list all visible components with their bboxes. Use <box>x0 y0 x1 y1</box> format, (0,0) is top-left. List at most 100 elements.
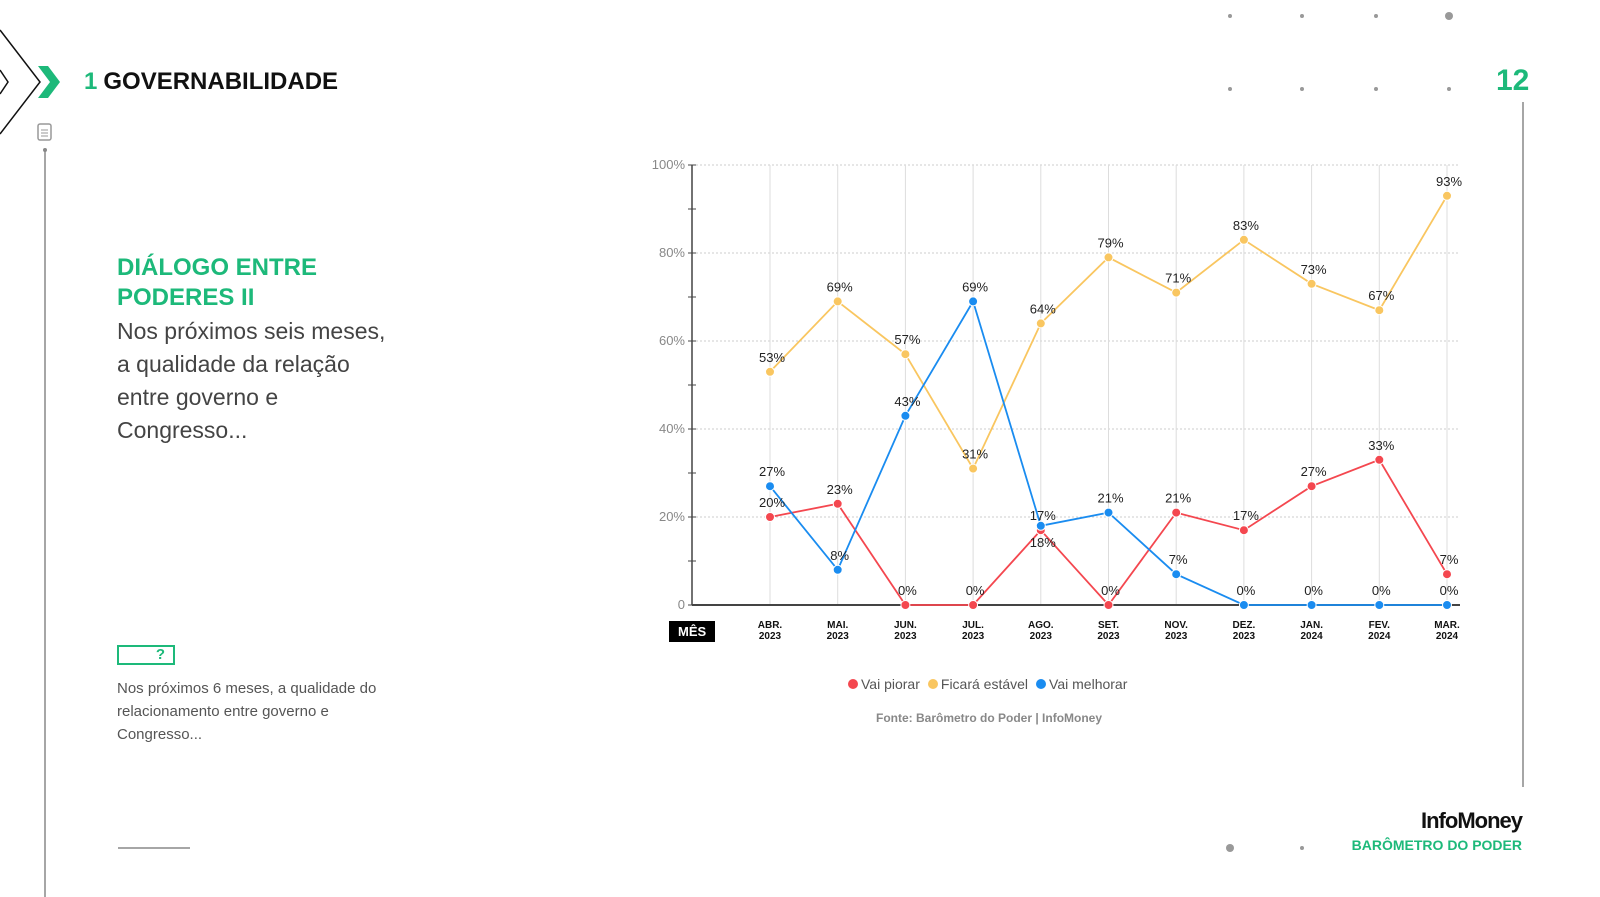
data-point <box>1103 507 1114 518</box>
legend-item: Vai melhorar <box>1049 676 1128 692</box>
data-label: 21% <box>1097 491 1123 506</box>
x-tick-label: JAN. <box>1300 620 1323 631</box>
x-tick-label: 2023 <box>1233 631 1256 642</box>
data-label: 8% <box>830 548 849 563</box>
data-label: 0% <box>898 583 917 598</box>
data-label: 73% <box>1301 262 1327 277</box>
data-point <box>968 463 979 474</box>
legend-dot <box>848 679 858 689</box>
data-label: 0% <box>1304 583 1323 598</box>
data-label: 27% <box>1301 464 1327 479</box>
section-name: GOVERNABILIDADE <box>103 68 339 95</box>
y-tick-label: 100% <box>652 157 686 172</box>
data-point <box>968 600 979 610</box>
data-label: 69% <box>962 279 988 294</box>
document-icon <box>37 123 52 141</box>
legend-dot <box>1036 679 1047 689</box>
data-label: 71% <box>1165 271 1191 286</box>
data-point <box>1103 252 1114 263</box>
data-point <box>1306 481 1317 492</box>
data-label: 67% <box>1368 288 1394 303</box>
data-point <box>968 296 979 307</box>
data-point <box>900 349 911 360</box>
data-label: 0% <box>1237 583 1256 598</box>
x-tick-label: JUL. <box>962 620 984 631</box>
data-point <box>1171 287 1182 298</box>
legend-item: Vai piorar <box>861 676 920 692</box>
x-axis-label: MÊS <box>669 621 716 642</box>
section-title: 1 GOVERNABILIDADE <box>84 68 338 96</box>
data-point <box>832 296 843 307</box>
data-point <box>900 410 911 421</box>
data-point <box>1238 525 1249 536</box>
x-tick-label: 2023 <box>759 631 782 642</box>
x-tick-label: 2023 <box>894 631 917 642</box>
x-tick-label: 2023 <box>1165 631 1188 642</box>
data-point <box>900 600 911 610</box>
data-point <box>1374 454 1385 465</box>
data-point <box>1442 569 1452 580</box>
data-label: 18% <box>1030 535 1056 550</box>
data-point <box>1442 600 1452 610</box>
data-label: 93% <box>1436 174 1462 189</box>
question-note-icon: ? <box>117 645 175 665</box>
note-text: Nos próximos 6 meses, a qualidade do rel… <box>117 680 377 743</box>
x-tick-label: MAR. <box>1434 620 1460 631</box>
x-tick-label: 2023 <box>827 631 850 642</box>
data-label: 0% <box>1372 583 1391 598</box>
data-point <box>1374 600 1385 610</box>
data-label: 7% <box>1440 552 1459 567</box>
data-label: 57% <box>894 332 920 347</box>
data-label: 27% <box>759 464 785 479</box>
data-label: 83% <box>1233 218 1259 233</box>
x-tick-label: FEV. <box>1369 620 1391 631</box>
legend-item: Ficará estável <box>940 676 1029 692</box>
data-label: 43% <box>894 394 920 409</box>
data-label: 33% <box>1368 438 1394 453</box>
legend-dot <box>927 679 938 689</box>
data-label: 53% <box>759 350 785 365</box>
data-label: 23% <box>827 482 853 497</box>
data-label: 7% <box>1169 552 1188 567</box>
data-point <box>1035 520 1046 531</box>
data-point <box>1171 569 1182 580</box>
x-tick-label: 2024 <box>1300 631 1323 642</box>
y-tick-label: 20% <box>659 509 685 524</box>
x-tick-label: ABR. <box>758 620 783 631</box>
data-point <box>1238 600 1249 610</box>
data-label: 20% <box>759 495 785 510</box>
question-text: Nos próximos seis meses, a qualidade da … <box>117 318 386 443</box>
infomoney-logo: InfoMoney <box>1421 808 1523 833</box>
data-point <box>765 481 775 492</box>
data-label: 31% <box>962 447 988 462</box>
x-tick-label: JUN. <box>894 620 917 631</box>
data-label: 79% <box>1097 235 1123 250</box>
data-label: 64% <box>1030 301 1056 316</box>
y-tick-label: 80% <box>659 245 685 260</box>
x-tick-label: DEZ. <box>1233 620 1256 631</box>
x-tick-label: 2023 <box>962 631 985 642</box>
data-label: 0% <box>1440 583 1459 598</box>
data-label: 69% <box>827 279 853 294</box>
x-tick-label: AGO. <box>1028 620 1054 631</box>
data-point <box>1103 600 1114 610</box>
data-point <box>832 564 843 575</box>
chart-heading: DIÁLOGO ENTRE PODERES II <box>117 254 318 311</box>
data-label: 17% <box>1233 508 1259 523</box>
data-point <box>1035 318 1046 329</box>
y-tick-label: 60% <box>659 333 685 348</box>
data-point <box>765 512 775 522</box>
x-tick-label: NOV. <box>1164 620 1188 631</box>
data-label: 0% <box>966 583 985 598</box>
data-point <box>765 366 775 377</box>
line-chart: 020%40%60%80%100%ABR.2023MAI.2023JUN.202… <box>652 157 1463 642</box>
data-point <box>1374 305 1385 316</box>
data-point <box>1306 600 1317 610</box>
x-tick-label: 2023 <box>1030 631 1053 642</box>
data-point <box>1306 278 1317 289</box>
data-point <box>1171 507 1182 518</box>
y-tick-label: 40% <box>659 421 685 436</box>
y-tick-label: 0 <box>678 597 685 612</box>
x-tick-label: 2023 <box>1097 631 1120 642</box>
